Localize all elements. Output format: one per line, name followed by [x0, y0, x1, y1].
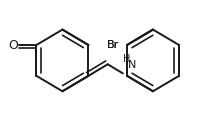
FancyBboxPatch shape	[102, 40, 123, 50]
Text: H: H	[123, 54, 131, 64]
Text: N: N	[128, 60, 136, 70]
Text: O: O	[8, 38, 18, 51]
Text: Br: Br	[106, 40, 119, 50]
Text: Br: Br	[106, 40, 119, 50]
